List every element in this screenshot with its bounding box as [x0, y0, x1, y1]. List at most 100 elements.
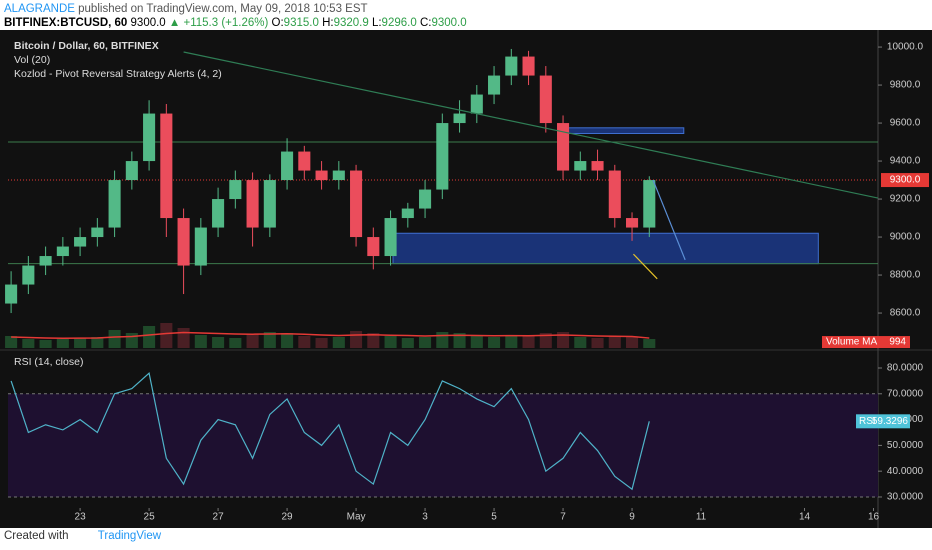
candle-body: [539, 75, 552, 124]
zone: [392, 232, 819, 265]
candle-body: [591, 161, 604, 171]
price-tag-label: 9300.0: [890, 175, 921, 186]
volume-bar: [263, 332, 276, 348]
volume-bar: [453, 333, 466, 348]
volume-bar: [39, 340, 52, 348]
candle-body: [643, 180, 656, 228]
volume-ma-value: 994: [889, 337, 906, 348]
candle-body: [125, 161, 138, 181]
volume-bar: [177, 328, 190, 348]
volume-bar: [505, 335, 518, 348]
y-tick-label: 9200.0: [890, 194, 921, 205]
x-tick-label: 9: [629, 512, 635, 523]
volume-bar: [74, 338, 87, 348]
volume-bar: [539, 333, 552, 348]
candle-body: [56, 246, 69, 257]
volume-bar: [315, 338, 328, 348]
candle-body: [315, 170, 328, 181]
volume-bar: [643, 339, 656, 348]
brand[interactable]: TradingView: [97, 530, 162, 542]
candle-body: [108, 180, 121, 228]
volume-ma-line: [11, 331, 650, 339]
published: published on TradingView.com, May 09, 20…: [78, 3, 368, 15]
volume-bar: [522, 336, 535, 348]
candle-body: [419, 189, 432, 209]
candle-body: [384, 218, 397, 257]
candle-body: [401, 208, 414, 219]
candle-body: [5, 284, 18, 304]
volume-bar: [367, 333, 380, 348]
drawing-line: [652, 179, 686, 261]
volume-bar: [5, 336, 18, 348]
y-tick-label: 9400.0: [890, 156, 921, 167]
candle-body: [263, 180, 276, 228]
price: 9300.0: [130, 17, 166, 29]
candle-body: [177, 218, 190, 266]
rsi-tag-value: 59.3296: [872, 416, 909, 427]
drawing-line: [632, 253, 658, 280]
y-tick-label: 50.0000: [887, 440, 924, 451]
volume-bar: [591, 338, 604, 348]
zone: [559, 127, 685, 135]
rsi-legend: RSI (14, close): [14, 356, 84, 368]
y-tick-label: 80.0000: [887, 363, 924, 374]
volume-bar: [160, 323, 173, 348]
created-with: Created with: [4, 530, 69, 542]
candle-body: [608, 170, 621, 219]
candle-body: [453, 113, 466, 124]
candle-body: [488, 75, 501, 95]
candle-body: [522, 56, 535, 76]
candle-body: [229, 180, 242, 200]
volume-bar: [626, 337, 639, 348]
volume-bar: [298, 336, 311, 348]
volume-bar: [608, 336, 621, 348]
candle-body: [557, 123, 570, 171]
drawing-line: [183, 51, 879, 199]
ohlc-o-value: 9315.0: [283, 17, 319, 29]
candle-body: [505, 56, 518, 76]
x-tick-label: May: [347, 512, 366, 523]
volume-bar: [212, 337, 225, 348]
candle-body: [626, 218, 639, 228]
volume-bar: [125, 333, 138, 348]
candle-body: [350, 170, 363, 238]
volume-bar: [229, 338, 242, 348]
candle-body: [298, 151, 311, 171]
candle-body: [367, 237, 380, 257]
strategy-legend: Kozlod - Pivot Reversal Strategy Alerts …: [14, 68, 222, 80]
x-tick-label: 27: [213, 512, 225, 523]
volume-bar: [108, 330, 121, 348]
chart: 8600.0 8800.0 9000.0 9200.0 9400.0 9600.0 9800…: [0, 30, 932, 528]
volume-bar: [332, 337, 345, 348]
candle-body: [194, 227, 207, 266]
candle-body: [22, 265, 35, 285]
x-tick-label: 14: [799, 512, 811, 523]
y-tick-label: 70.0000: [887, 388, 924, 399]
x-tick-label: 11: [696, 512, 707, 523]
candle-body: [212, 199, 225, 228]
volume-bar: [143, 326, 156, 348]
y-tick-label: 9800.0: [890, 80, 921, 91]
price-legend: Bitcoin / Dollar, 60, BITFINEX: [14, 40, 159, 52]
quote-line: BITFINEX:BTCUSD, 60 9300.0 ▲ +115.3 (+1.…: [4, 17, 467, 29]
volume-bar: [557, 332, 570, 348]
price-tag: [881, 173, 929, 188]
y-tick-label: 30.0000: [887, 492, 924, 503]
y-tick-label: 9600.0: [890, 118, 921, 129]
candle-body: [91, 227, 104, 238]
volume-ma-name: Volume MA: [826, 337, 877, 348]
ohlc-c-value: 9300.0: [431, 17, 467, 29]
candle-body: [74, 237, 87, 247]
x-tick-label: 23: [75, 512, 87, 523]
y-tick-label: 10000.0: [887, 42, 924, 53]
vol-legend: Vol (20): [14, 54, 51, 66]
ohlc-o: O:: [271, 17, 284, 29]
x-tick-label: 3: [422, 512, 428, 523]
volume-bar: [56, 339, 69, 348]
rsi-tag: [856, 414, 910, 429]
author[interactable]: ALAGRANDE: [4, 3, 75, 15]
volume-bar: [350, 331, 363, 348]
y-tick-label: 8800.0: [890, 270, 921, 281]
volume-bar: [281, 333, 294, 348]
